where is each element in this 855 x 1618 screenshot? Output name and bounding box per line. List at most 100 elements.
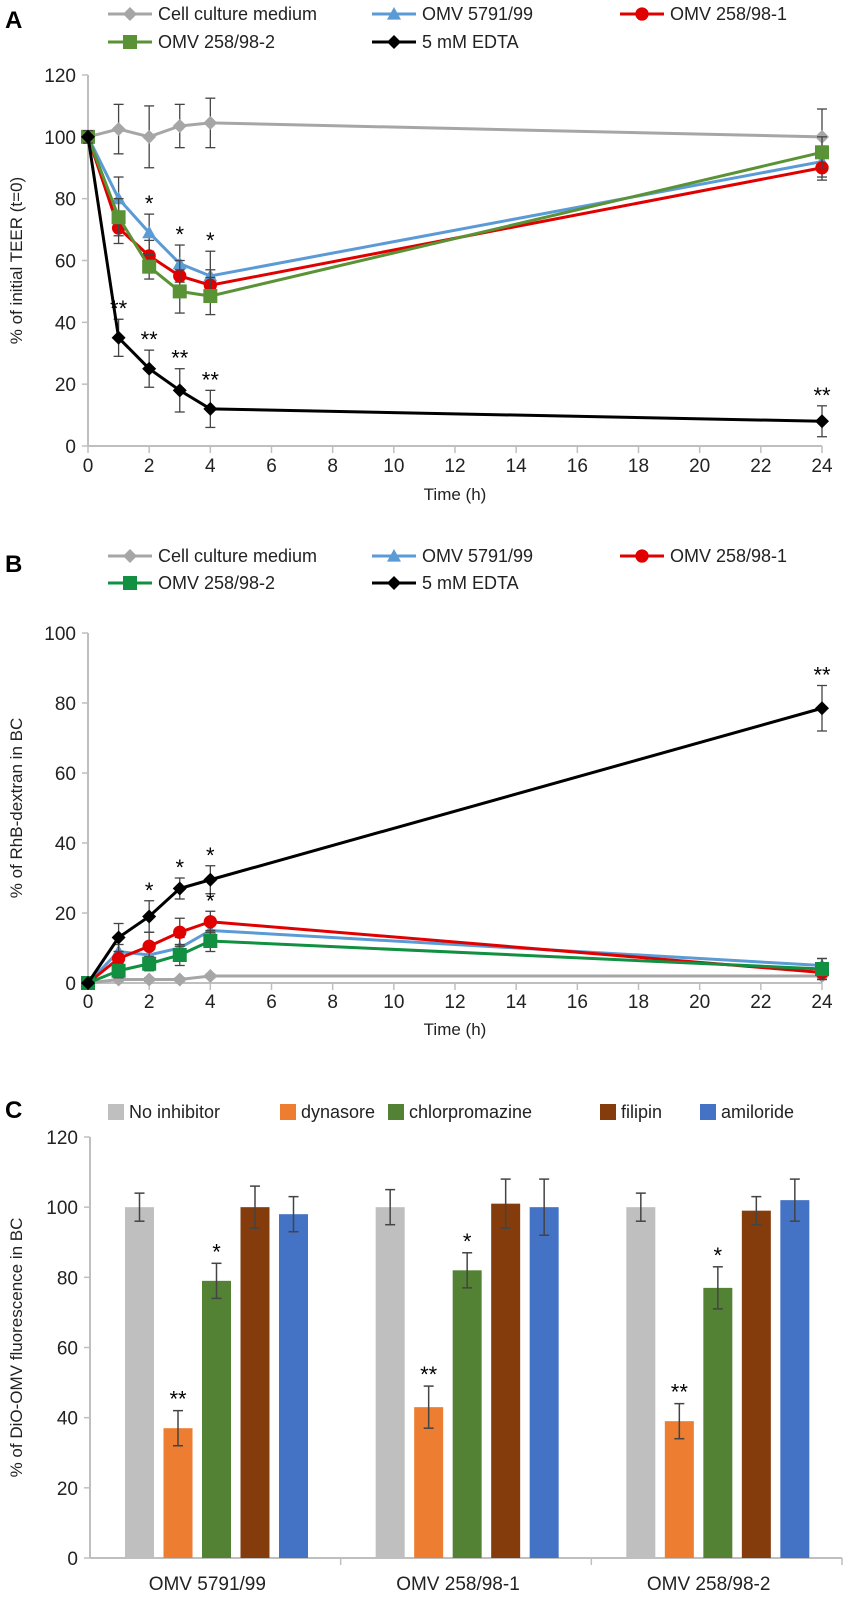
legend-item: OMV 258/98-1 [620, 4, 787, 24]
x-axis-label: Time (h) [424, 485, 487, 504]
y-tick-label: 60 [55, 252, 76, 273]
panel-label: B [5, 551, 22, 578]
marker-square [123, 576, 137, 590]
marker-square [123, 35, 137, 49]
marker-diamond [123, 7, 137, 21]
y-tick-label: 0 [65, 437, 76, 458]
series-line [86, 136, 823, 287]
x-tick-label: 14 [506, 456, 528, 477]
marker-triangle [111, 191, 126, 205]
marker-diamond [81, 129, 95, 144]
significance-mark: ** [813, 663, 831, 688]
x-tick-label: 4 [205, 992, 216, 1013]
legend-label: 5 mM EDTA [422, 32, 519, 52]
bar [626, 1207, 656, 1558]
x-tick-label: 16 [567, 456, 588, 477]
y-tick-label: 100 [44, 128, 76, 149]
series-omv-5791-99 [81, 129, 829, 302]
significance-mark: ** [813, 383, 831, 408]
legend-label: OMV 258/98-1 [670, 546, 787, 566]
bar [125, 1207, 154, 1558]
marker-diamond [111, 930, 126, 945]
series-omv-258-98-2 [81, 129, 829, 316]
marker-circle [173, 925, 187, 939]
marker-circle [635, 549, 649, 563]
bar [741, 1210, 771, 1558]
significance-mark: * [175, 222, 184, 247]
bar [780, 1200, 810, 1558]
y-tick-label: 20 [55, 375, 76, 396]
x-tick-label: 6 [266, 456, 277, 477]
significance-mark: ** [202, 367, 220, 392]
marker-triangle [387, 549, 401, 562]
series-line [87, 121, 823, 139]
y-tick-label: 60 [55, 764, 76, 785]
x-tick-label: 22 [750, 456, 771, 477]
marker-diamond [142, 361, 157, 376]
legend-label: OMV 5791/99 [422, 4, 533, 24]
legend-item: OMV 258/98-2 [108, 32, 275, 52]
bar [163, 1428, 193, 1558]
y-tick-label: 120 [46, 1128, 78, 1149]
x-tick-label: 6 [266, 992, 277, 1013]
significance-mark: ** [171, 346, 189, 371]
y-tick-label: 100 [44, 624, 76, 645]
x-tick-label: 12 [444, 456, 465, 477]
significance-mark: * [714, 1243, 723, 1268]
y-tick-label: 40 [55, 834, 76, 855]
legend-label: filipin [621, 1102, 662, 1122]
marker-square [172, 284, 187, 299]
series-line [86, 136, 823, 298]
marker-diamond [172, 119, 187, 134]
legend-item: 5 mM EDTA [372, 32, 519, 52]
marker-triangle [387, 7, 401, 20]
marker-diamond [172, 881, 187, 896]
legend-label: amiloride [721, 1102, 794, 1122]
legend-label: dynasore [301, 1102, 375, 1122]
marker-square [815, 145, 829, 160]
marker-diamond [172, 383, 187, 398]
legend-label: 5 mM EDTA [422, 573, 519, 593]
legend-label: OMV 5791/99 [422, 546, 533, 566]
legend-item: dynasore [280, 1102, 375, 1122]
series-line [86, 136, 823, 423]
marker-square [203, 934, 218, 948]
marker-square [172, 948, 187, 962]
x-tick-label: 20 [689, 456, 710, 477]
panel-label: C [5, 1097, 22, 1124]
x-tick-label: 10 [383, 456, 404, 477]
legend-swatch [108, 1104, 124, 1120]
marker-diamond [111, 122, 126, 137]
marker-diamond [142, 909, 157, 924]
series-line [87, 974, 822, 985]
x-tick-label: 2 [144, 992, 155, 1013]
panel-label: A [5, 7, 22, 34]
x-tick-label: 4 [205, 456, 216, 477]
x-tick-label: 24 [811, 992, 833, 1013]
bar [703, 1287, 733, 1558]
significance-mark: * [145, 878, 154, 903]
marker-diamond [203, 969, 218, 983]
legend-item: No inhibitor [108, 1102, 220, 1122]
marker-square [142, 956, 157, 971]
legend-item: filipin [600, 1102, 662, 1122]
legend-swatch [280, 1104, 296, 1120]
bar [414, 1407, 444, 1558]
y-tick-label: 80 [57, 1268, 78, 1289]
legend-swatch [600, 1104, 616, 1120]
y-tick-label: 0 [65, 974, 76, 995]
x-tick-label: 12 [444, 992, 465, 1013]
bar [279, 1214, 308, 1558]
legend-label: OMV 258/98-2 [158, 32, 275, 52]
y-tick-label: 0 [67, 1549, 78, 1570]
y-tick-label: 80 [55, 190, 76, 211]
y-axis-label: % of RhB-dextran in BC [7, 718, 26, 898]
x-tick-label: OMV 258/98-1 [396, 1574, 520, 1595]
marker-diamond [387, 35, 401, 49]
x-tick-label: 24 [811, 456, 833, 477]
x-tick-label: 10 [383, 992, 404, 1013]
legend-item: OMV 258/98-1 [620, 546, 787, 566]
x-tick-label: 20 [689, 992, 710, 1013]
